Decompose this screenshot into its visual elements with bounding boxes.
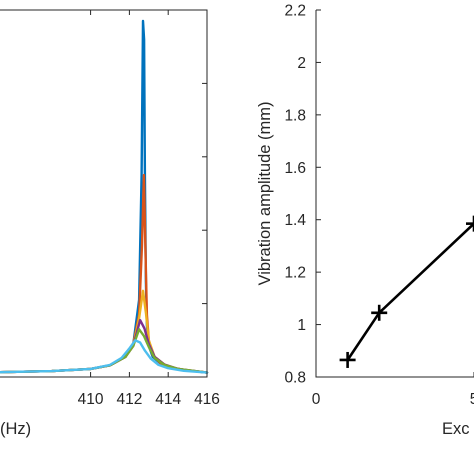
left-x-tick-label: 414 <box>155 391 181 408</box>
right-y-tick-label: 2 <box>297 55 306 72</box>
right-y-tick-label: 1 <box>297 317 306 334</box>
right-y-tick-label: 1.6 <box>284 160 306 177</box>
left-axes-box <box>0 9 208 378</box>
right-y-tick-label: 2.2 <box>284 3 306 20</box>
right-x-axis-label: Exc <box>442 420 470 438</box>
amplitude-marker <box>466 215 474 232</box>
left-x-tick-label: 410 <box>78 391 104 408</box>
right-ticks-group: 0.8 1 1.2 1.4 1.6 1.8 2 2.2 0 5 <box>284 3 474 408</box>
right-x-tick-label: 5 <box>470 391 474 408</box>
amplitude-marker <box>339 351 356 368</box>
right-x-tick-label: 0 <box>312 391 321 408</box>
right-series-group <box>339 215 474 368</box>
vibration-amplitude-chart: 0.8 1 1.2 1.4 1.6 1.8 2 2.2 0 5 Vibration amplitu… <box>256 3 474 438</box>
left-plot-area <box>0 10 207 377</box>
right-y-axis-label: Vibration amplitude (mm) <box>256 101 274 285</box>
left-ticks-group: 410 412 414 416 <box>78 10 220 408</box>
right-y-tick-label: 1.8 <box>284 107 306 124</box>
right-plot-area <box>316 10 474 377</box>
left-x-tick-label: 416 <box>194 391 220 408</box>
right-y-tick-label: 0.8 <box>284 370 306 387</box>
left-x-axis-label: (Hz) <box>0 420 31 438</box>
left-series-group <box>0 19 209 374</box>
amplitude-marker <box>371 304 388 321</box>
right-y-tick-label: 1.2 <box>284 265 306 282</box>
response-curve-6 <box>0 339 209 374</box>
left-x-tick-label: 412 <box>116 391 142 408</box>
frequency-response-chart: 410 412 414 416 (Hz) <box>0 9 220 438</box>
right-y-tick-label: 1.4 <box>284 212 306 229</box>
